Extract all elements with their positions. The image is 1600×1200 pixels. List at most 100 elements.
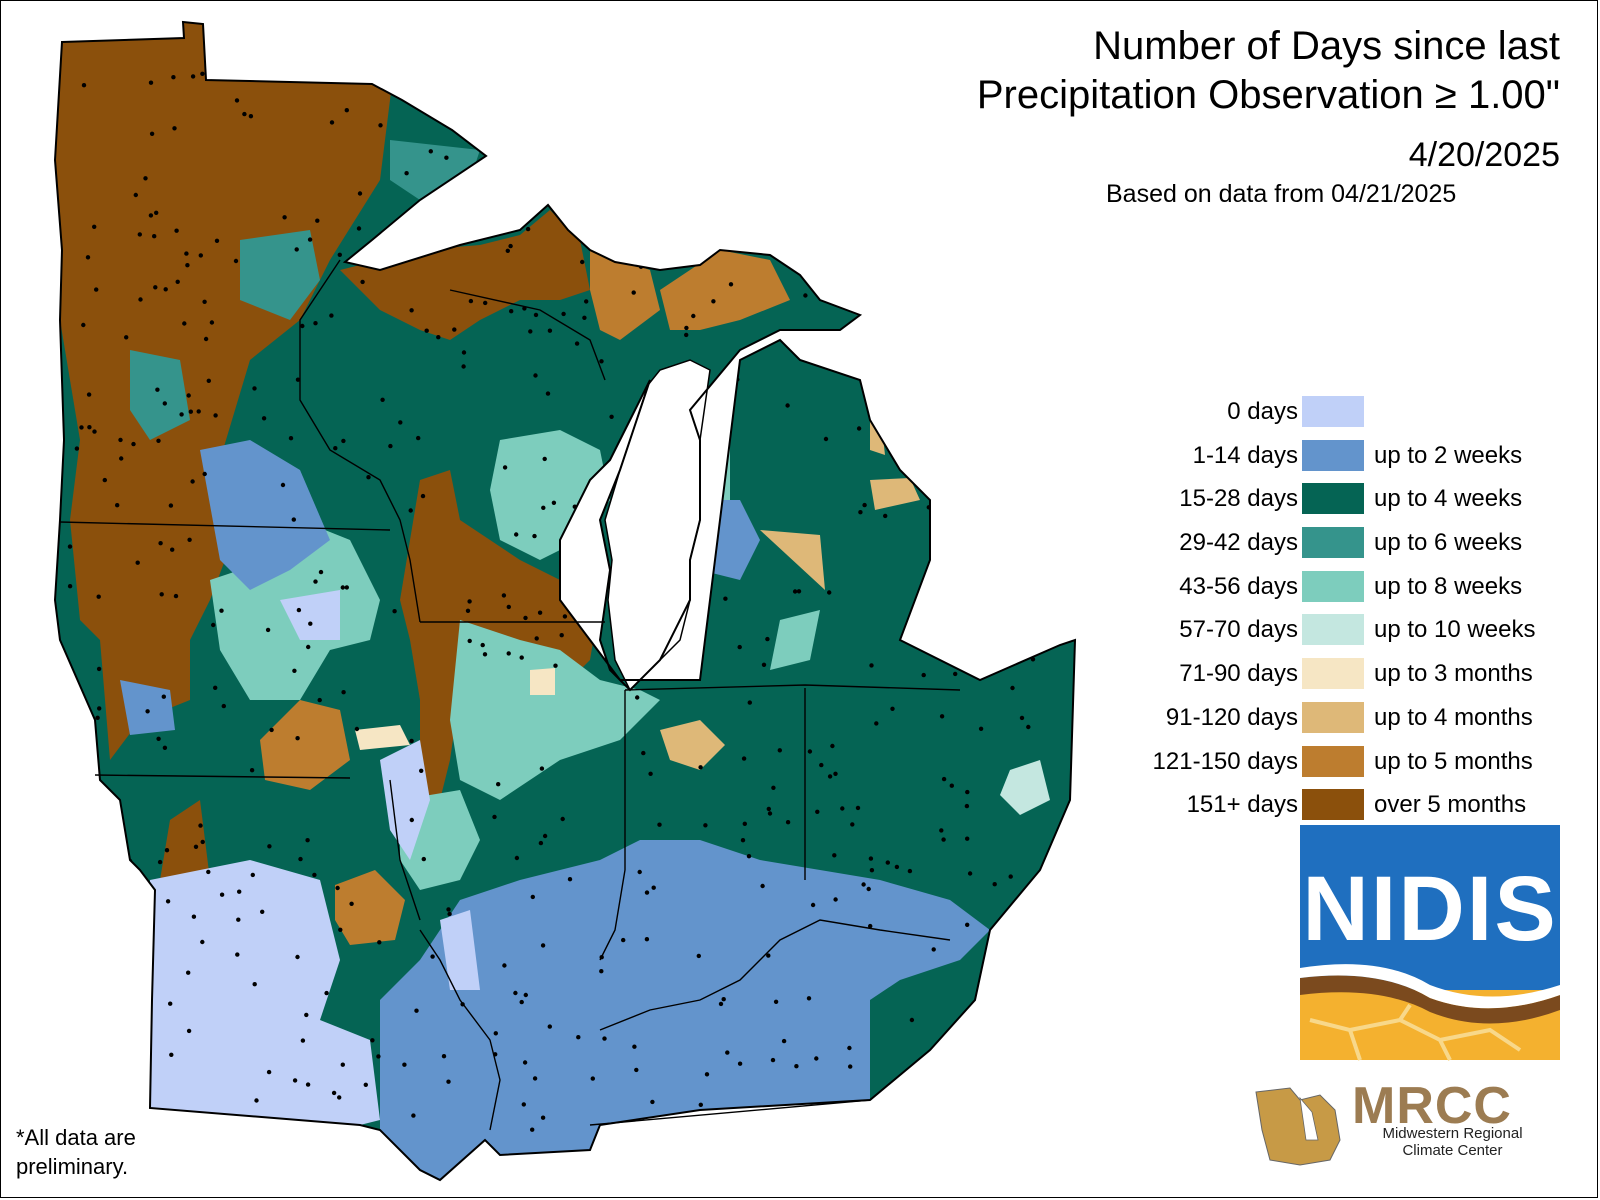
station-dot xyxy=(164,848,170,853)
based-on-note: Based on data from 04/21/2025 xyxy=(1106,180,1457,208)
station-dot xyxy=(221,703,226,709)
station-dot xyxy=(677,125,682,131)
station-dot xyxy=(796,589,802,594)
station-dot xyxy=(827,774,833,779)
station-dot xyxy=(949,783,954,788)
legend-swatch xyxy=(1302,789,1364,821)
station-dot xyxy=(771,785,776,790)
station-dot xyxy=(767,811,773,816)
station-dot xyxy=(249,768,255,773)
station-dot xyxy=(444,155,449,160)
station-dot xyxy=(785,820,791,825)
station-dot xyxy=(252,982,257,987)
station-dot xyxy=(737,644,742,650)
station-dot xyxy=(532,1076,538,1081)
station-dot xyxy=(186,970,191,975)
station-dot xyxy=(254,1098,259,1103)
station-dot xyxy=(482,182,488,187)
station-dot xyxy=(553,663,558,668)
station-dot xyxy=(168,503,174,508)
station-dot xyxy=(631,290,636,295)
station-dot xyxy=(519,655,524,660)
station-dot xyxy=(436,335,441,340)
station-dot xyxy=(172,126,177,131)
station-dot xyxy=(506,604,511,610)
station-dot xyxy=(521,1102,526,1107)
station-dot xyxy=(502,465,508,470)
station-dot xyxy=(360,279,365,285)
station-dot xyxy=(651,885,656,890)
station-dot xyxy=(186,393,191,398)
station-dot xyxy=(747,700,752,705)
station-dot xyxy=(948,560,953,565)
zone-up-to-2-weeks-mn xyxy=(120,680,175,735)
legend-row: 15-28 days up to 4 weeks xyxy=(1070,479,1590,523)
station-dot xyxy=(233,61,238,66)
station-dot xyxy=(539,766,545,771)
legend-days-label: 121-150 days xyxy=(1152,747,1298,775)
station-dot xyxy=(542,456,547,462)
station-dot xyxy=(203,336,209,342)
station-dot xyxy=(175,279,180,284)
lake-michigan xyxy=(604,359,711,692)
shaded-region xyxy=(55,22,1075,1180)
station-dot xyxy=(162,401,167,406)
legend-swatch xyxy=(1302,483,1364,515)
station-dot xyxy=(691,313,696,319)
station-dot xyxy=(773,999,779,1004)
station-dot xyxy=(496,782,501,787)
station-dot xyxy=(503,139,509,144)
station-dot xyxy=(200,839,205,845)
station-dot xyxy=(899,1088,905,1093)
station-dot xyxy=(242,111,247,117)
station-dot xyxy=(794,1064,799,1069)
station-dot xyxy=(607,1126,612,1132)
station-dot xyxy=(740,838,746,843)
nidis-logo-text: NIDIS xyxy=(1302,858,1558,960)
station-dot xyxy=(131,441,136,447)
station-dot xyxy=(1049,519,1054,524)
station-dot xyxy=(315,218,320,223)
station-dot xyxy=(206,869,211,875)
station-dot xyxy=(119,456,124,461)
legend-days-label: 91-120 days xyxy=(1165,703,1298,731)
station-dot xyxy=(1017,613,1023,618)
station-dot xyxy=(411,1113,416,1118)
station-dot xyxy=(408,508,413,513)
station-dot xyxy=(889,250,895,255)
station-dot xyxy=(186,1028,192,1034)
station-dot xyxy=(341,690,346,695)
station-dot xyxy=(295,377,301,382)
station-dot xyxy=(76,874,81,879)
station-dot xyxy=(118,437,123,443)
station-dot xyxy=(72,681,78,686)
station-dot xyxy=(869,663,874,668)
station-dot xyxy=(344,108,349,113)
station-dot xyxy=(580,259,585,265)
station-dot xyxy=(915,603,921,608)
legend-row: 151+ days over 5 months xyxy=(1070,785,1590,829)
station-dot xyxy=(965,836,970,841)
station-dot xyxy=(721,997,726,1002)
station-dot xyxy=(964,803,970,809)
legend-description: up to 3 months xyxy=(1374,660,1533,688)
station-dot xyxy=(145,1007,150,1012)
station-dot xyxy=(236,917,241,922)
station-dot xyxy=(305,838,310,843)
station-dot xyxy=(635,695,640,700)
station-dot xyxy=(179,412,184,417)
station-dot xyxy=(955,343,960,348)
station-dot xyxy=(292,668,297,673)
station-dot xyxy=(885,860,890,865)
station-dot xyxy=(306,644,311,650)
station-dot xyxy=(704,1072,710,1077)
station-dot xyxy=(213,685,218,690)
nidis-logo: NIDIS xyxy=(1300,825,1560,1060)
station-dot xyxy=(143,176,148,181)
station-dot xyxy=(101,957,106,962)
station-dot xyxy=(851,84,856,89)
station-dot xyxy=(777,748,782,753)
legend-days-label: 71-90 days xyxy=(1179,660,1298,688)
station-dot xyxy=(298,856,303,862)
station-dot xyxy=(715,66,721,71)
